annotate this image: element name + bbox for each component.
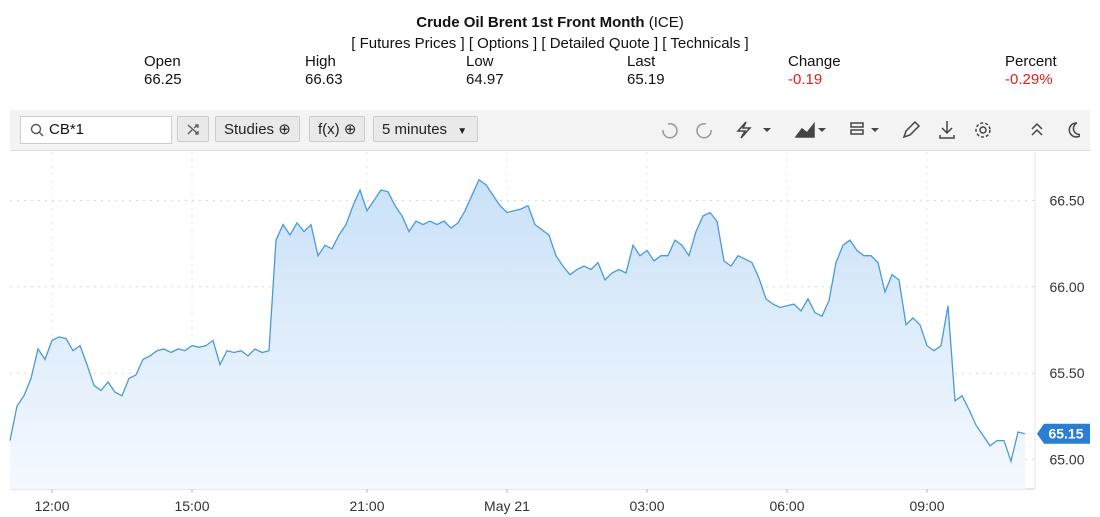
stat-value: 65.19 bbox=[627, 71, 665, 88]
stat: High 66.63 bbox=[305, 53, 343, 89]
stat: Low 64.97 bbox=[466, 53, 504, 89]
stat-value: -0.29% bbox=[1005, 71, 1053, 88]
quote-title: Crude Oil Brent 1st Front Month (ICE) bbox=[0, 14, 1100, 31]
last-price-label: 65.15 bbox=[1048, 426, 1083, 442]
toolbar: CB*1 Studies ⊕ f(x) ⊕ 5 minutes ▼ bbox=[10, 110, 1090, 151]
layout-icon[interactable] bbox=[850, 122, 864, 128]
settings-icon[interactable] bbox=[979, 126, 987, 134]
toolbar-icons bbox=[662, 120, 1080, 139]
stat-label: Change bbox=[788, 53, 841, 70]
stat-label: Low bbox=[466, 53, 494, 70]
stat-value: 66.25 bbox=[144, 71, 182, 88]
stat-label: High bbox=[305, 53, 336, 70]
symbol: CB*1 bbox=[49, 121, 85, 138]
symbol-search[interactable]: CB*1 bbox=[20, 116, 172, 144]
x-tick-label: 06:00 bbox=[769, 498, 804, 514]
link[interactable]: [ Futures Prices ] bbox=[351, 35, 465, 52]
studies-button[interactable]: Studies ⊕ bbox=[215, 116, 300, 142]
fx-button[interactable]: f(x) ⊕ bbox=[309, 116, 366, 142]
interval-select[interactable]: 5 minutes ▼ bbox=[373, 116, 478, 142]
title: Crude Oil Brent 1st Front Month bbox=[416, 14, 645, 31]
collapse-icon[interactable] bbox=[1031, 122, 1043, 136]
x-tick-label: 21:00 bbox=[349, 498, 384, 514]
quote-links: [ Futures Prices ] [ Options ] [ Detaile… bbox=[0, 35, 1100, 52]
stat: Percent -0.29% bbox=[1005, 53, 1057, 89]
last-price-badge bbox=[1037, 423, 1090, 444]
x-tick-label: 12:00 bbox=[34, 498, 69, 514]
stat-value: -0.19 bbox=[788, 71, 823, 88]
shuffle-icon bbox=[187, 124, 199, 135]
link[interactable]: [ Detailed Quote ] bbox=[541, 35, 659, 52]
y-tick-label: 65.50 bbox=[1049, 365, 1084, 381]
price-line bbox=[9, 178, 1026, 464]
stat-label: Last bbox=[627, 53, 656, 70]
stat-label: Percent bbox=[1005, 53, 1057, 70]
button-label: Studies bbox=[224, 121, 275, 138]
x-tick-label: 03:00 bbox=[629, 498, 664, 514]
search-icon bbox=[30, 123, 44, 137]
theme-icon[interactable] bbox=[1068, 122, 1080, 138]
undo-icon[interactable] bbox=[662, 122, 678, 139]
y-tick-label: 66.00 bbox=[1049, 279, 1084, 295]
redo-icon[interactable] bbox=[696, 122, 712, 139]
interval: 5 minutes bbox=[382, 121, 448, 138]
stat-label: Open bbox=[144, 53, 181, 70]
stat: Open 66.25 bbox=[144, 53, 182, 89]
y-tick-label: 65.00 bbox=[1049, 452, 1084, 468]
x-tick-label: 09:00 bbox=[909, 498, 944, 514]
exchange: (ICE) bbox=[648, 14, 684, 31]
x-tick-label: 15:00 bbox=[174, 498, 209, 514]
area-fill bbox=[10, 179, 1025, 489]
stat-value: 64.97 bbox=[466, 71, 504, 88]
flash-icon[interactable] bbox=[736, 121, 752, 139]
button-label: f(x) bbox=[318, 121, 340, 138]
stat: Change -0.19 bbox=[788, 53, 841, 89]
compare-button[interactable] bbox=[177, 116, 209, 142]
x-tick-label: May 21 bbox=[484, 498, 530, 514]
link[interactable]: [ Options ] bbox=[468, 35, 538, 52]
stat: Last 65.19 bbox=[627, 53, 665, 89]
link[interactable]: [ Technicals ] bbox=[662, 35, 749, 52]
download-icon[interactable] bbox=[939, 121, 955, 139]
draw-icon[interactable] bbox=[902, 120, 921, 139]
chart-type-icon[interactable] bbox=[794, 121, 815, 138]
y-tick-label: 66.50 bbox=[1049, 192, 1084, 208]
stat-value: 66.63 bbox=[305, 71, 343, 88]
